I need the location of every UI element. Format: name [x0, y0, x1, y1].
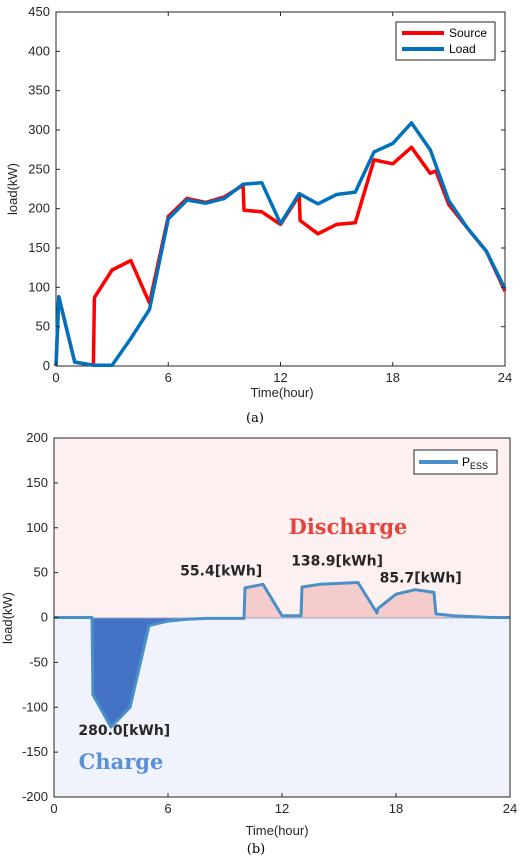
chart-b-series-group: [54, 581, 510, 729]
chart-a-xtick-label: 0: [52, 370, 59, 385]
charge-region-label: Charge: [79, 749, 164, 774]
chart-b-ytick-label: -100: [22, 699, 48, 714]
chart-a-ytick-label: 100: [28, 279, 50, 294]
chart-a-ytick-label: 350: [28, 83, 50, 98]
chart-a-x-ticks: 0 6 12 18 24: [52, 12, 512, 385]
chart-b-legend: PESS: [413, 449, 498, 475]
charge-area: [54, 617, 510, 727]
chart-a-ytick-label: 150: [28, 240, 50, 255]
chart-b-y-ticks: 200 150 100 50 0 -50 -100 -150 -200: [22, 430, 58, 804]
energy-annotation: 55.4[kWh]: [180, 563, 262, 579]
series-line-load: [54, 121, 507, 367]
chart-a-xtick-label: 6: [165, 370, 172, 385]
series-line-pess: [54, 581, 510, 729]
chart-a: 0 50 100 150 200 250 300 350 400 450 0 6 12 18 24 Tim…: [5, 4, 512, 426]
legend-load-label: Load: [449, 42, 476, 56]
energy-annotation: 85.7[kWh]: [380, 571, 462, 587]
chart-a-ytick-label: 50: [36, 319, 50, 334]
energy-annotation: 138.9[kWh]: [291, 553, 383, 569]
chart-b-annotations: 280.0[kWh] 55.4[kWh] 138.9[kWh] 85.7[kWh]: [78, 553, 461, 739]
chart-b-ylabel: load(kW): [0, 592, 15, 644]
chart-a-xtick-label: 18: [386, 370, 400, 385]
chart-b-xtick-label: 18: [389, 801, 403, 816]
chart-a-ylabel: load(kW): [5, 163, 20, 215]
chart-a-legend-box: [395, 21, 496, 61]
chart-a-ytick-label: 250: [28, 161, 50, 176]
chart-b-ytick-label: 100: [26, 520, 48, 535]
chart-a-series-group: [54, 121, 507, 367]
chart-b: Discharge Charge 200 150 100 50 0 -50 -100 -150…: [0, 430, 517, 857]
chart-b-fill-group: [54, 582, 510, 727]
chart-a-caption: (a): [246, 411, 264, 426]
discharge-area: [54, 582, 510, 618]
chart-a-xtick-label: 12: [273, 370, 287, 385]
legend-source-label: Source: [449, 26, 487, 40]
chart-b-xtick-label: 24: [503, 801, 517, 816]
chart-b-ytick-label: -50: [29, 654, 48, 669]
chart-a-ytick-label: 400: [28, 43, 50, 58]
chart-a-ytick-label: 450: [28, 4, 50, 19]
chart-b-ytick-label: 50: [34, 565, 48, 580]
chart-b-ytick-label: -150: [22, 744, 48, 759]
chart-a-ytick-label: 300: [28, 122, 50, 137]
chart-b-ytick-label: 200: [26, 430, 48, 445]
chart-b-xlabel: Time(hour): [245, 823, 308, 838]
chart-a-legend: Source Load: [395, 21, 496, 61]
chart-b-ytick-label: 150: [26, 475, 48, 490]
energy-annotation: 280.0[kWh]: [78, 723, 170, 739]
chart-b-x-ticks: 0 6 12 18 24: [50, 793, 517, 816]
discharge-region-label: Discharge: [289, 514, 408, 539]
chart-a-y-ticks: 0 50 100 150 200 250 300 350 400 450: [28, 4, 505, 373]
chart-b-caption: (b): [247, 842, 265, 857]
chart-b-ytick-label: -200: [22, 789, 48, 804]
chart-a-xtick-label: 24: [498, 370, 512, 385]
chart-a-plot-area: [55, 11, 506, 367]
chart-a-xlabel: Time(hour): [250, 385, 313, 400]
chart-b-xtick-label: 6: [164, 801, 171, 816]
chart-a-ytick-label: 200: [28, 201, 50, 216]
legend-pess-label: PESS: [462, 455, 488, 471]
chart-b-xtick-label: 12: [275, 801, 289, 816]
series-line-source: [54, 145, 507, 367]
chart-b-xtick-label: 0: [50, 801, 57, 816]
chart-b-ytick-label: 0: [41, 610, 48, 625]
chart-a-ytick-label: 0: [43, 358, 50, 373]
